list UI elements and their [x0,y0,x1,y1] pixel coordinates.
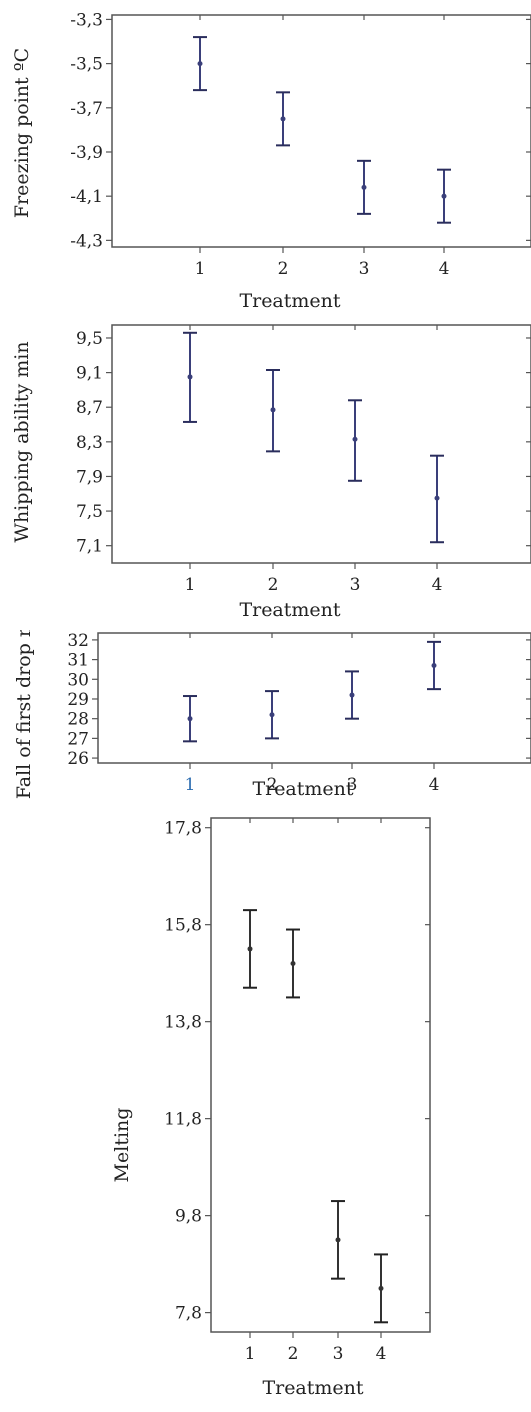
y-tick-label: 28 [67,710,89,730]
x-tick-label: 2 [278,259,289,279]
mean-point [431,663,437,668]
y-tick-label: 32 [67,631,89,651]
y-tick-label: 15,8 [164,916,202,936]
chart-freezing-point: Freezing point ºC Treatment -3,3 -3,5 -3,7… [0,0,531,320]
chart-whipping-ability: Whipping ability min Treatment 9,5 9,1 8,7… [0,320,531,630]
mean-point [434,495,440,501]
y-tick-label: 7,9 [76,467,103,487]
mean-point [290,960,296,966]
y-tick-label: 8,7 [76,398,103,418]
plot-frame [111,324,531,564]
y-tick-label: -3,3 [70,10,103,30]
y-tick-label: -4,3 [70,231,103,251]
x-axis-label: Treatment [239,290,340,312]
y-tick-label: 17,8 [164,819,202,839]
mean-point [247,946,253,952]
y-tick-label: -3,9 [70,143,103,163]
x-tick-label: 4 [432,575,443,595]
mean-point [197,61,203,67]
chart-whipping-ability-svg: Whipping ability min Treatment 9,5 9,1 8,7… [11,324,531,621]
chart-fall-of-first-drop: Fall of first drop min Treatment 32 31 30 2… [0,601,531,810]
x-axis-label: Treatment [262,1377,363,1399]
mean-point [187,374,193,380]
y-tick-label: -3,7 [70,99,103,119]
x-tick-label: 3 [350,575,361,595]
x-tick-label: 1 [245,1344,256,1364]
y-tick-label: 7,8 [175,1304,202,1324]
x-tick-label: 2 [288,1344,299,1364]
y-tick-label: 9,5 [76,329,103,349]
mean-point [378,1285,384,1291]
mean-point [352,436,358,442]
chart-fall-of-first-drop-svg: Fall of first drop min Treatment 3231302… [13,601,531,800]
mean-point [361,184,367,190]
mean-point [349,692,355,698]
plot-frame [210,817,431,1333]
y-tick-label: 7,1 [76,537,103,557]
x-axis-label: Treatment [239,599,340,621]
y-tick-label: 31 [67,651,89,671]
y-tick-label: 11,8 [164,1110,202,1130]
x-tick-label: 4 [439,259,450,279]
chart-melting: Melting Treatment 17,8 15,8 13,8 11,8 9,8 7,8… [0,810,531,1408]
y-tick-label: 29 [67,690,89,710]
y-tick-label: 8,3 [76,433,103,453]
y-axis-label: Freezing point ºC [11,48,33,218]
x-tick-label: 1 [185,775,196,795]
y-tick-label: 30 [67,670,89,690]
y-tick-label: 26 [67,749,89,769]
y-tick-label: 7,5 [76,502,103,522]
x-tick-label: 3 [359,259,370,279]
x-tick-label: 2 [267,775,278,795]
y-axis-label: Whipping ability min [11,341,33,542]
y-tick-label: 9,8 [175,1207,202,1227]
mean-point [335,1237,341,1243]
plot-frame [97,632,531,764]
chart-melting-svg: Melting Treatment 17,8 15,8 13,8 11,8 9,8 7,8… [111,817,431,1399]
plot-frame [111,14,531,248]
mean-point [187,716,193,722]
y-tick-label: 9,1 [76,364,103,384]
mean-point [280,116,286,122]
x-tick-label: 4 [376,1344,387,1364]
y-tick-label: 13,8 [164,1013,202,1033]
x-tick-label: 1 [195,259,206,279]
x-tick-label: 3 [333,1344,344,1364]
x-tick-label: 1 [185,575,196,595]
y-tick-label: -4,1 [70,187,103,207]
y-axis-label: Melting [111,1108,133,1183]
y-axis-label: Fall of first drop min [13,630,35,799]
y-tick-label: -3,5 [70,55,103,75]
mean-point [270,407,276,413]
mean-point [441,193,447,199]
y-tick-label: 27 [67,729,89,749]
mean-point [269,712,275,718]
x-tick-label: 4 [429,775,440,795]
chart-freezing-point-svg: Freezing point ºC Treatment -3,3 -3,5 -3,7… [11,10,531,312]
x-tick-label: 2 [268,575,279,595]
x-axis-label: Treatment [252,778,353,800]
x-tick-label: 3 [347,775,358,795]
